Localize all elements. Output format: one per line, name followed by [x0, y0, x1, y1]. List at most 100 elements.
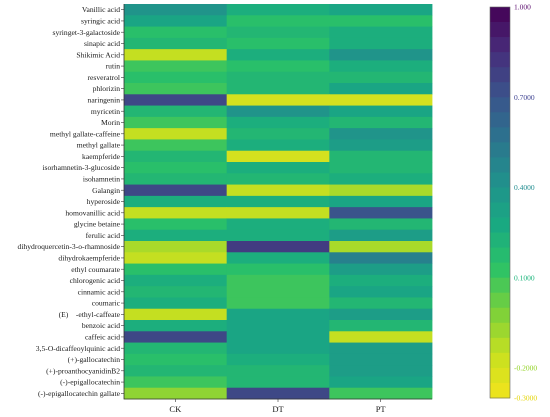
heatmap-cell [329, 139, 433, 152]
heatmap-cell [124, 195, 228, 208]
heatmap-cell [226, 15, 330, 27]
heatmap-cell [226, 218, 330, 231]
colorbar-segment [490, 7, 510, 23]
heatmap-cell [124, 342, 228, 355]
row-label: Vanillic acid [82, 5, 120, 14]
colorbar-segment [490, 352, 510, 369]
heatmap-cell [226, 139, 330, 152]
heatmap-cell [226, 207, 330, 219]
row-label: syringet-3-galactoside [53, 28, 121, 37]
row-label: kaempferide [82, 152, 121, 161]
colorbar-tick-label: 0.1000 [514, 273, 535, 282]
heatmap-cell [124, 252, 228, 264]
row-label: (+)-gallocatechin [68, 355, 121, 364]
heatmap-cell [226, 116, 330, 129]
heatmap-cell [124, 274, 228, 287]
heatmap-cells [123, 4, 433, 400]
heatmap-cell [329, 263, 433, 276]
colorbar-segment [490, 67, 510, 83]
heatmap-cell [329, 252, 433, 264]
heatmap-cell [329, 105, 433, 118]
heatmap-cell [226, 128, 330, 140]
heatmap-cell [226, 365, 330, 377]
heatmap-cell [329, 320, 433, 332]
heatmap-cell [226, 4, 330, 16]
heatmap-cell [329, 342, 433, 355]
heatmap-cell [124, 353, 228, 366]
heatmap-cell [124, 116, 228, 129]
colorbar-segment [490, 22, 510, 38]
heatmap-cell [329, 128, 433, 140]
colorbar-segment [490, 367, 510, 384]
heatmap-cell [329, 60, 433, 73]
row-label: isohamnetin [83, 175, 120, 184]
heatmap-cell [226, 26, 330, 39]
heatmap-cell [124, 139, 228, 152]
axis-frame [123, 4, 432, 400]
row-label: chlorogenic acid [70, 276, 121, 285]
row-label: rutin [106, 62, 121, 71]
heatmap-cell [226, 331, 330, 343]
heatmap-cell [226, 274, 330, 287]
heatmap-cell [329, 15, 433, 27]
colorbar-segment [490, 217, 510, 233]
heatmap-cell [226, 71, 330, 84]
heatmap-cell [329, 229, 433, 242]
heatmap-cell [226, 353, 330, 366]
row-label: methyl gallate [77, 141, 121, 150]
heatmap-cell [329, 387, 433, 400]
heatmap-cell [329, 116, 433, 129]
row-label: 3,5-O-dicaffeoylquinic acid [36, 344, 120, 353]
row-label: homovanillic acid [65, 208, 120, 217]
heatmap-cell [329, 331, 433, 343]
heatmap-cell [329, 26, 433, 39]
heatmap-cell [226, 308, 330, 321]
heatmap-cell [226, 150, 330, 163]
row-labels: Vanillic acid syringic acid syringet-3-gal… [18, 5, 124, 398]
row-label: Shikimic Acid [76, 50, 120, 59]
heatmap-cell [124, 26, 228, 39]
colorbar-tick-label: 0.7000 [514, 93, 535, 102]
heatmap-cell [329, 195, 433, 208]
heatmap-cell [124, 49, 228, 61]
heatmap-cell [124, 184, 228, 197]
heatmap-cell [329, 83, 433, 95]
colorbar-segment [490, 382, 510, 399]
row-label: cinnamic acid [78, 287, 121, 296]
row-label: (+)-proanthocyanidinB2 [46, 366, 120, 375]
heatmap-cell [329, 353, 433, 366]
heatmap-cell [124, 128, 228, 140]
row-label: (-)-epigallocatechin gallate [38, 389, 121, 398]
heatmap-cell [226, 252, 330, 264]
heatmap-cell [124, 71, 228, 84]
row-label: sinapic acid [84, 39, 120, 48]
row-label: isorhamnetin-3-glucoside [42, 163, 120, 172]
heatmap-cell [124, 173, 228, 185]
row-label: myricetin [91, 107, 120, 116]
heatmap-cell [329, 274, 433, 287]
colorbar-segment [490, 247, 510, 264]
row-label: naringenin [88, 96, 121, 105]
heatmap-cell [329, 162, 433, 174]
colorbar-segment [490, 337, 510, 354]
heatmap-cell [124, 207, 228, 219]
heatmap-cell [124, 94, 228, 106]
heatmap-cell [329, 184, 433, 197]
row-label: glycine betaine [74, 220, 121, 229]
heatmap-cell [226, 320, 330, 332]
column-label: CK [169, 404, 182, 414]
heatmap-cell [226, 184, 330, 197]
colorbar-segment [490, 157, 510, 173]
colorbar-segment [490, 97, 510, 113]
heatmap-cell [124, 241, 228, 253]
heatmap-cell [329, 297, 433, 310]
heatmap-cell [226, 105, 330, 118]
heatmap-cell [124, 297, 228, 310]
colorbar-tick-label: -0.2000 [514, 364, 537, 373]
heatmap-cell [329, 94, 433, 106]
row-label: ethyl coumarate [71, 265, 120, 274]
colorbar-tick-label: 0.4000 [514, 183, 535, 192]
colorbar-segment [490, 187, 510, 203]
heatmap-cell [226, 297, 330, 310]
row-label: methyl gallate-caffeine [50, 129, 121, 138]
